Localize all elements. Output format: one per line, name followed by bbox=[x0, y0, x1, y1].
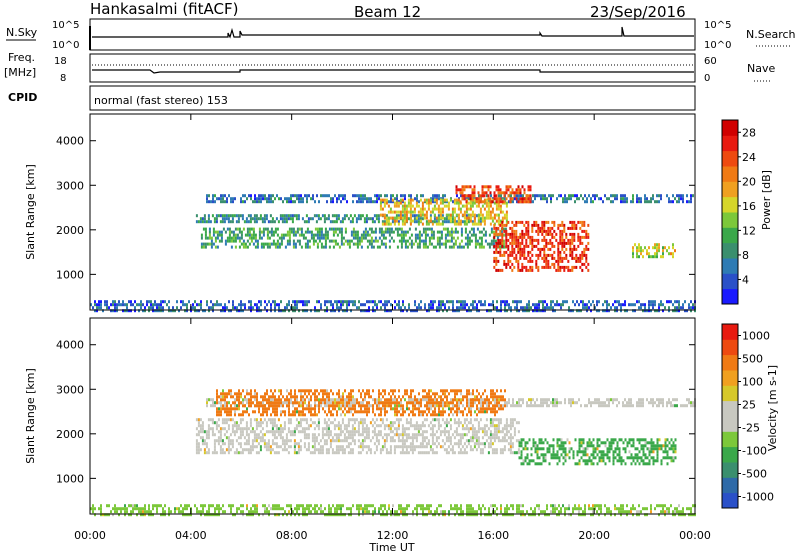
velocity-colorbar-tick: -25 bbox=[742, 422, 760, 435]
power-colorbar-swatch bbox=[722, 196, 738, 213]
power-ytick-label: 1000 bbox=[56, 268, 84, 281]
power-colorbar-swatch bbox=[722, 273, 738, 290]
power-colorbar-swatch bbox=[722, 120, 738, 136]
freq-left-tick-bottom: 8 bbox=[60, 73, 66, 84]
velocity-colorbar-tick: -1000 bbox=[742, 491, 774, 504]
power-colorbar-swatch bbox=[722, 258, 738, 274]
nsky-panel: N.Sky 10^5 10^0 10^5 10^0 N.Search bbox=[6, 18, 796, 51]
power-heatmap bbox=[90, 185, 696, 313]
velocity-xtick-label: 04:00 bbox=[175, 529, 207, 542]
beam-title: Beam 12 bbox=[354, 3, 421, 21]
power-colorbar-swatch bbox=[722, 227, 738, 244]
power-ytick-label: 3000 bbox=[56, 179, 84, 192]
power-region bbox=[379, 198, 508, 226]
velocity-ytick-label: 2000 bbox=[56, 428, 84, 441]
velocity-colorbar-swatch bbox=[722, 354, 738, 371]
velocity-xtick-label: 00:00 bbox=[679, 529, 711, 542]
velocity-ytick-label: 4000 bbox=[56, 339, 84, 352]
power-ytick-label: 2000 bbox=[56, 224, 84, 237]
power-region bbox=[632, 243, 676, 259]
velocity-colorbar-swatch bbox=[722, 446, 738, 463]
velocity-ylabel: Slant Range [km] bbox=[24, 368, 37, 464]
power-region bbox=[200, 227, 507, 249]
power-colorbar-swatch bbox=[722, 288, 738, 305]
velocity-colorbar-swatch bbox=[722, 492, 738, 509]
nsky-right-tick-top: 10^5 bbox=[704, 20, 731, 31]
power-region bbox=[493, 220, 590, 272]
velocity-colorbar-tick: 25 bbox=[742, 399, 756, 412]
power-colorbar-tick: 12 bbox=[742, 224, 756, 237]
power-colorbar-swatch bbox=[722, 135, 738, 152]
date-title: 23/Sep/2016 bbox=[590, 3, 686, 21]
velocity-colorbar-swatch bbox=[722, 431, 738, 448]
power-panel: 1000 2000 3000 4000 Slant Range [km] bbox=[24, 113, 696, 313]
power-colorbar-swatch bbox=[722, 242, 738, 259]
cpid-mode: normal (fast stereo) 153 bbox=[94, 94, 228, 107]
power-colorbar: 4 8 12 16 20 24 28 Power [dB] bbox=[721, 119, 773, 305]
velocity-colorbar-swatch bbox=[722, 416, 738, 432]
velocity-colorbar-tick: -500 bbox=[742, 468, 767, 481]
power-colorbar-tick: 16 bbox=[742, 200, 756, 213]
velocity-colorbar-tick: 500 bbox=[742, 353, 763, 366]
velocity-ytick-label: 1000 bbox=[56, 472, 84, 485]
freq-right-tick-top: 60 bbox=[704, 56, 717, 67]
freq-unit: [MHz] bbox=[4, 66, 36, 79]
power-colorbar-label: Power [dB] bbox=[760, 170, 773, 230]
power-ylabel: Slant Range [km] bbox=[24, 164, 37, 260]
power-region bbox=[90, 300, 696, 313]
power-region bbox=[455, 185, 532, 204]
nsky-left-tick-bottom: 10^0 bbox=[52, 40, 79, 51]
power-colorbar-swatch bbox=[722, 150, 738, 167]
nsky-right-tick-bottom: 10^0 bbox=[704, 40, 731, 51]
power-colorbar-tick: 28 bbox=[742, 126, 756, 139]
velocity-panel: 1000 2000 3000 4000 Slant Range [km] 00:00 0… bbox=[24, 114, 711, 554]
freq-panel: Freq. [MHz] 18 8 60 0 Nave bbox=[4, 51, 775, 84]
nsearch-label: N.Search bbox=[746, 28, 796, 41]
velocity-colorbar-tick: 100 bbox=[742, 376, 763, 389]
velocity-region bbox=[518, 438, 677, 466]
nave-label: Nave bbox=[747, 62, 775, 75]
power-region bbox=[195, 214, 482, 224]
power-colorbar-swatch bbox=[722, 212, 738, 228]
power-colorbar-tick: 20 bbox=[742, 175, 756, 188]
nsky-label: N.Sky bbox=[6, 26, 38, 39]
velocity-colorbar-swatch bbox=[722, 400, 738, 417]
velocity-xtick-label: 16:00 bbox=[477, 529, 509, 542]
velocity-colorbar-tick: -100 bbox=[742, 445, 767, 458]
velocity-colorbar-swatch bbox=[722, 324, 738, 340]
power-colorbar-swatch bbox=[722, 166, 738, 182]
power-colorbar-tick: 24 bbox=[742, 151, 756, 164]
station-title: Hankasalmi (fitACF) bbox=[90, 0, 238, 18]
freq-left-tick-top: 18 bbox=[54, 56, 67, 67]
velocity-heatmap bbox=[90, 389, 696, 517]
power-region bbox=[206, 194, 694, 204]
nsky-left-tick-top: 10^5 bbox=[52, 20, 79, 31]
power-colorbar-tick: 4 bbox=[742, 273, 749, 286]
freq-right-tick-bottom: 0 bbox=[704, 73, 710, 84]
velocity-colorbar: 1000 500 100 25 -25 -100 -500 -1000 Velocity [m… bbox=[721, 323, 779, 509]
velocity-xtick-label: 20:00 bbox=[578, 529, 610, 542]
power-ytick-label: 4000 bbox=[56, 135, 84, 148]
power-colorbar-tick: 8 bbox=[742, 249, 749, 262]
velocity-ytick-label: 3000 bbox=[56, 383, 84, 396]
velocity-region bbox=[216, 389, 506, 417]
velocity-region bbox=[195, 418, 520, 455]
velocity-xtick-label: 12:00 bbox=[377, 529, 409, 542]
velocity-colorbar-tick: 1000 bbox=[742, 330, 770, 343]
power-colorbar-swatch bbox=[722, 181, 738, 198]
velocity-colorbar-swatch bbox=[722, 370, 738, 386]
velocity-xlabel: Time UT bbox=[368, 541, 414, 554]
velocity-colorbar-swatch bbox=[722, 339, 738, 356]
cpid-label: CPID bbox=[8, 91, 37, 104]
cpid-panel: CPID normal (fast stereo) 153 bbox=[8, 85, 696, 111]
velocity-colorbar-label: Velocity [m s-1] bbox=[766, 365, 779, 451]
freq-label: Freq. bbox=[8, 51, 35, 64]
velocity-colorbar-swatch bbox=[722, 477, 738, 494]
velocity-xtick-label: 00:00 bbox=[74, 529, 106, 542]
velocity-xtick-label: 08:00 bbox=[276, 529, 308, 542]
velocity-colorbar-swatch bbox=[722, 462, 738, 478]
velocity-colorbar-swatch bbox=[722, 385, 738, 402]
